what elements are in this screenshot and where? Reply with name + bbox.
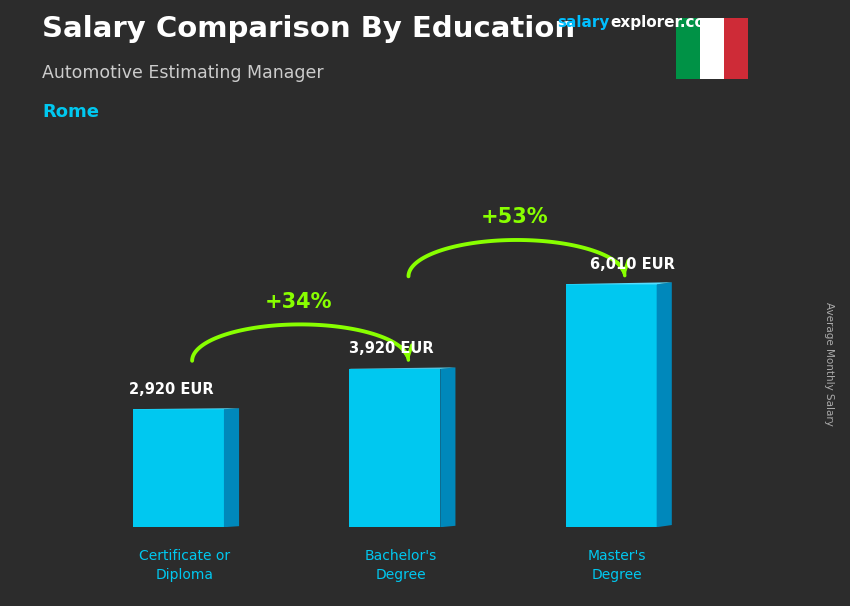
Polygon shape bbox=[349, 369, 440, 527]
Polygon shape bbox=[133, 408, 239, 409]
Text: explorer.com: explorer.com bbox=[610, 15, 721, 30]
Text: 2,920 EUR: 2,920 EUR bbox=[128, 382, 213, 397]
Text: +34%: +34% bbox=[265, 292, 332, 312]
Polygon shape bbox=[440, 367, 456, 527]
Text: salary: salary bbox=[557, 15, 609, 30]
Bar bbox=[676, 18, 700, 79]
Polygon shape bbox=[133, 409, 224, 527]
Polygon shape bbox=[566, 282, 672, 284]
Text: Automotive Estimating Manager: Automotive Estimating Manager bbox=[42, 64, 324, 82]
Text: Salary Comparison By Education: Salary Comparison By Education bbox=[42, 15, 575, 43]
Text: Certificate or
Diploma: Certificate or Diploma bbox=[139, 549, 230, 582]
Text: Rome: Rome bbox=[42, 103, 99, 121]
Polygon shape bbox=[566, 284, 657, 527]
Polygon shape bbox=[224, 408, 239, 527]
Bar bbox=[700, 18, 724, 79]
Bar bbox=[724, 18, 748, 79]
Text: 3,920 EUR: 3,920 EUR bbox=[349, 341, 434, 356]
Polygon shape bbox=[657, 282, 672, 527]
Polygon shape bbox=[349, 367, 456, 369]
Text: Bachelor's
Degree: Bachelor's Degree bbox=[365, 549, 437, 582]
Text: +53%: +53% bbox=[481, 207, 549, 227]
Text: 6,010 EUR: 6,010 EUR bbox=[591, 257, 675, 272]
Text: Average Monthly Salary: Average Monthly Salary bbox=[824, 302, 834, 425]
Text: Master's
Degree: Master's Degree bbox=[588, 549, 647, 582]
